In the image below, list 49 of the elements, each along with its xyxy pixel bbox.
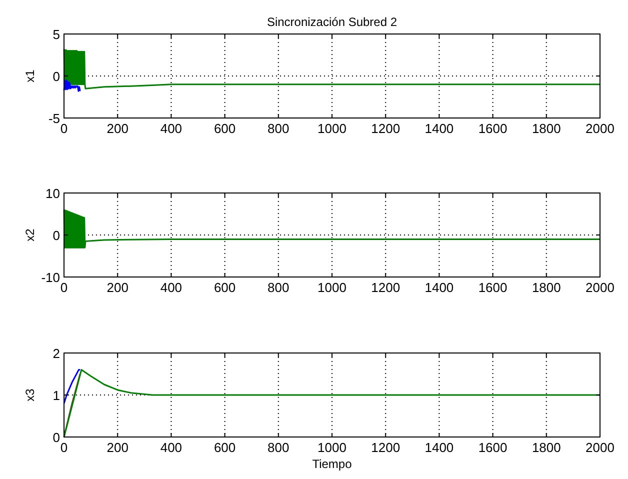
x-tick-label: 1800	[532, 121, 561, 136]
y-axis-title: x3	[23, 388, 37, 402]
x-tick-label: 1800	[532, 280, 561, 295]
x-tick-label: 800	[268, 440, 290, 455]
chart-title: Sincronización Subred 2	[266, 15, 398, 29]
x-tick-label: 1200	[371, 280, 400, 295]
x-tick-label: 200	[106, 280, 128, 295]
x-tick-label: 2000	[586, 440, 614, 455]
y-tick-label: 0	[52, 228, 60, 243]
line-series	[63, 369, 81, 404]
x-tick-label: 1200	[371, 440, 400, 455]
x-tick-label: 1600	[478, 280, 508, 295]
x-tick-label: 1000	[318, 440, 346, 455]
x-tick-label: 400	[160, 440, 182, 455]
x-tick-label: 1400	[424, 121, 454, 136]
x-tick-label: 1400	[424, 440, 454, 455]
x-tick-label: 1600	[478, 121, 508, 136]
y-axis-title: x1	[23, 69, 37, 82]
x-tick-label: 800	[268, 280, 290, 295]
x-tick-label: 2000	[586, 280, 614, 295]
line-series	[63, 79, 81, 92]
y-axis-title: x2	[23, 228, 37, 242]
x-tick-label: 2000	[586, 121, 614, 136]
y-tick-label: -10	[41, 270, 60, 285]
y-tick-label: 0	[52, 430, 60, 445]
x-tick-label: 1200	[371, 121, 400, 136]
x-tick-label: 600	[214, 280, 236, 295]
x-tick-label: 1400	[424, 280, 454, 295]
line-series	[63, 48, 601, 90]
y-tick-label: 1	[52, 388, 60, 403]
x-tick-label: 400	[160, 280, 182, 295]
x-tick-label: 600	[214, 121, 236, 136]
x-tick-label: 800	[268, 121, 290, 136]
y-tick-label: 2	[52, 346, 60, 361]
x-tick-label: 200	[106, 440, 128, 455]
x-tick-label: 400	[160, 121, 182, 136]
y-tick-label: -5	[48, 111, 60, 126]
x-tick-label: 1000	[318, 121, 346, 136]
x-tick-label: 200	[106, 121, 128, 136]
line-series	[63, 209, 601, 248]
x-tick-label: 1000	[318, 280, 346, 295]
x-tick-label: 1800	[532, 440, 561, 455]
y-tick-label: 10	[46, 186, 60, 201]
x-tick-label: 600	[214, 440, 236, 455]
x-tick-label: 1600	[478, 440, 508, 455]
x-axis-title: Tiempo	[312, 457, 352, 471]
y-tick-label: 5	[52, 27, 60, 42]
y-tick-label: 0	[52, 69, 60, 84]
line-series	[63, 369, 601, 438]
